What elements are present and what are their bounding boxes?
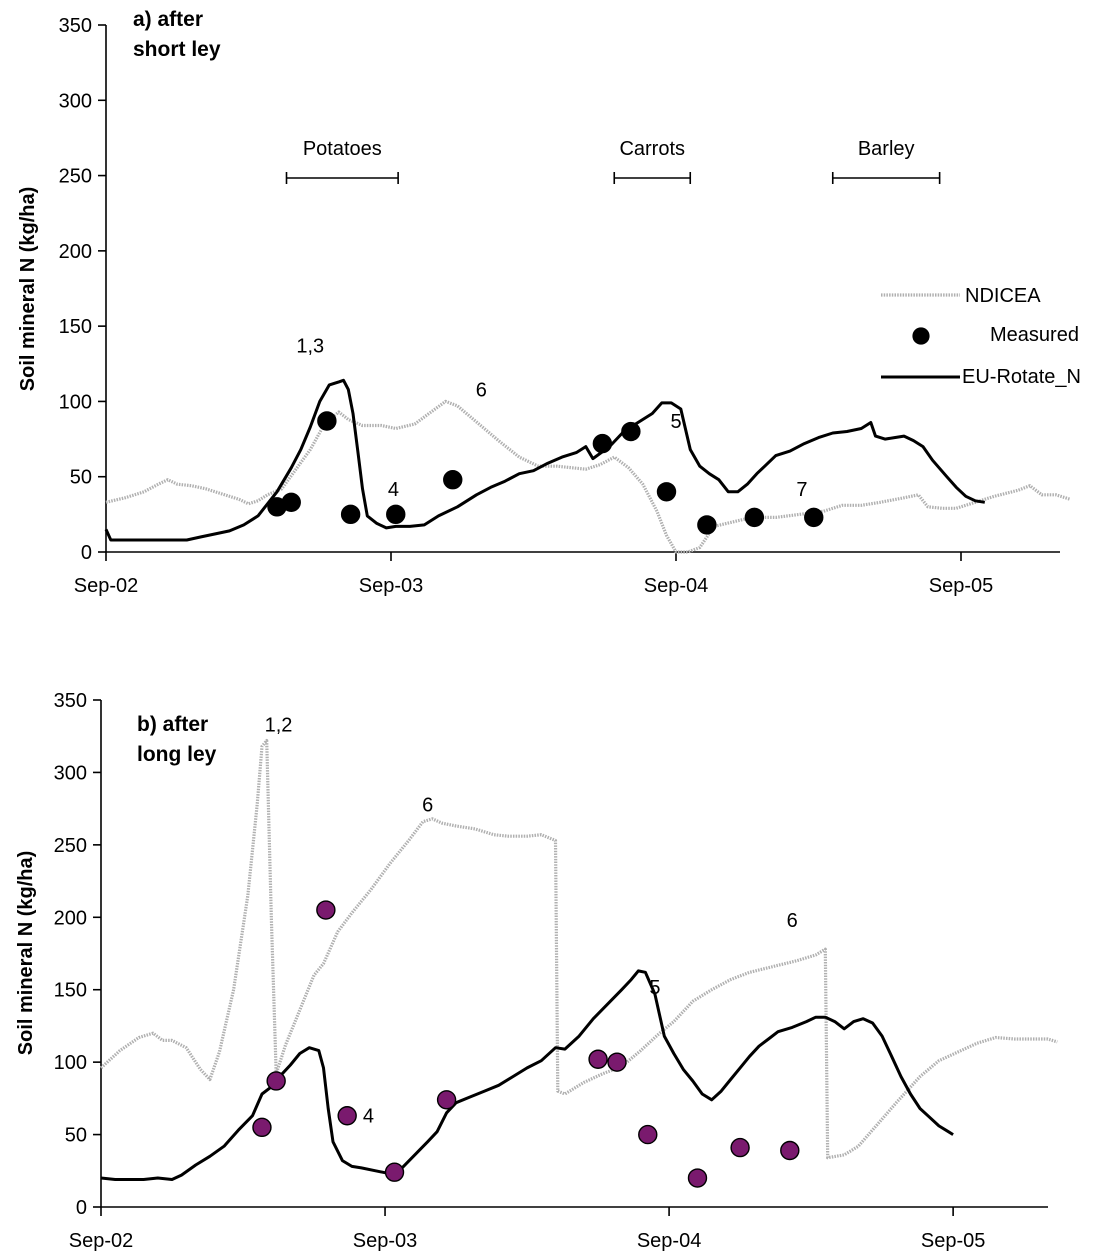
y-tick-label: 50 (70, 467, 92, 489)
annotation-label: 6 (476, 379, 487, 401)
measured-point (281, 492, 301, 513)
legend-measured-label: Measured (990, 324, 1079, 346)
measured-point (337, 1106, 357, 1126)
y-tick-label: 100 (59, 391, 92, 413)
legend-measured-swatch (912, 327, 930, 345)
measured-point (621, 421, 641, 442)
panel-title: long ley (137, 743, 217, 766)
y-tick-label: 150 (59, 316, 92, 338)
x-tick-label: Sep-03 (353, 1230, 418, 1252)
measured-point (588, 1049, 608, 1069)
y-tick-label: 300 (54, 762, 87, 784)
annotation-label: 4 (388, 479, 399, 501)
panel-title: b) after (137, 713, 208, 736)
crop-period-label: Barley (858, 138, 915, 160)
legend-eu-rotate-n-label: EU-Rotate_N (962, 366, 1081, 388)
x-tick-label: Sep-03 (359, 575, 424, 597)
measured-point (384, 1162, 405, 1182)
y-tick-label: 0 (76, 1197, 87, 1219)
measured-point (804, 507, 824, 528)
measured-point (730, 1137, 750, 1158)
annotation-label: 6 (787, 910, 798, 932)
measured-point (592, 433, 613, 454)
y-axis-label: Soil mineral N (kg/ha) (17, 187, 39, 391)
x-tick-label: Sep-05 (929, 575, 994, 597)
eu-rotate-n-line (100, 969, 954, 1181)
y-tick-label: 250 (59, 166, 92, 188)
measured-point (687, 1168, 708, 1188)
y-tick-label: 350 (59, 15, 92, 37)
y-tick-label: 50 (65, 1125, 87, 1147)
y-tick-label: 0 (81, 542, 92, 564)
measured-point (340, 504, 361, 525)
measured-point (316, 900, 336, 920)
y-tick-label: 300 (59, 90, 92, 112)
measured-point (744, 507, 765, 528)
annotation-label: 5 (670, 411, 681, 433)
panel-title: a) after (133, 8, 203, 31)
measured-point (607, 1052, 627, 1072)
annotation-label: 7 (796, 479, 807, 501)
legend: NDICEA Measured EU-Rotate_N (881, 285, 1081, 388)
measured-point (436, 1090, 457, 1110)
measured-point (386, 504, 406, 525)
panel-a-chart: 0 50 100 150 200 250 300 350 Sep-02 Sep-03 Sep-04 S… (17, 8, 1081, 597)
measured-point (317, 411, 337, 431)
measured-point (656, 482, 677, 502)
ndicea-line (99, 739, 1058, 1160)
annotation-label: 4 (363, 1106, 374, 1128)
measured-point (252, 1117, 272, 1138)
crop-period-label: Potatoes (303, 138, 382, 160)
ndicea-line (105, 399, 1071, 554)
x-tick-label: Sep-04 (637, 1230, 702, 1252)
crop-period-label: Carrots (619, 138, 685, 160)
annotation-label: 5 (649, 977, 660, 999)
x-tick-label: Sep-02 (74, 575, 139, 597)
y-tick-label: 150 (54, 980, 87, 1002)
x-tick-label: Sep-05 (921, 1230, 986, 1252)
measured-point (780, 1140, 800, 1161)
x-tick-label: Sep-04 (644, 575, 709, 597)
measured-point (638, 1124, 658, 1145)
y-axis-label: Soil mineral N (kg/ha) (15, 851, 37, 1055)
measured-point (697, 515, 717, 535)
y-tick-label: 350 (54, 690, 87, 712)
panel-b-chart: 0 50 100 150 200 250 300 350 Sep-02 Sep-03 Sep-04 S… (15, 690, 1058, 1252)
y-tick-label: 200 (54, 907, 87, 929)
y-tick-label: 250 (54, 835, 87, 857)
annotation-label: 6 (422, 794, 433, 816)
measured-point (266, 1071, 286, 1091)
eu-rotate-n-line (104, 378, 986, 542)
y-tick-label: 200 (59, 241, 92, 263)
y-tick-label: 100 (54, 1052, 87, 1074)
annotation-label: 1,3 (296, 336, 324, 358)
panel-title: short ley (133, 38, 221, 61)
x-tick-label: Sep-02 (69, 1230, 134, 1252)
legend-ndicea-label: NDICEA (965, 285, 1041, 307)
annotation-label: 1,2 (265, 715, 293, 737)
measured-point (443, 470, 463, 490)
